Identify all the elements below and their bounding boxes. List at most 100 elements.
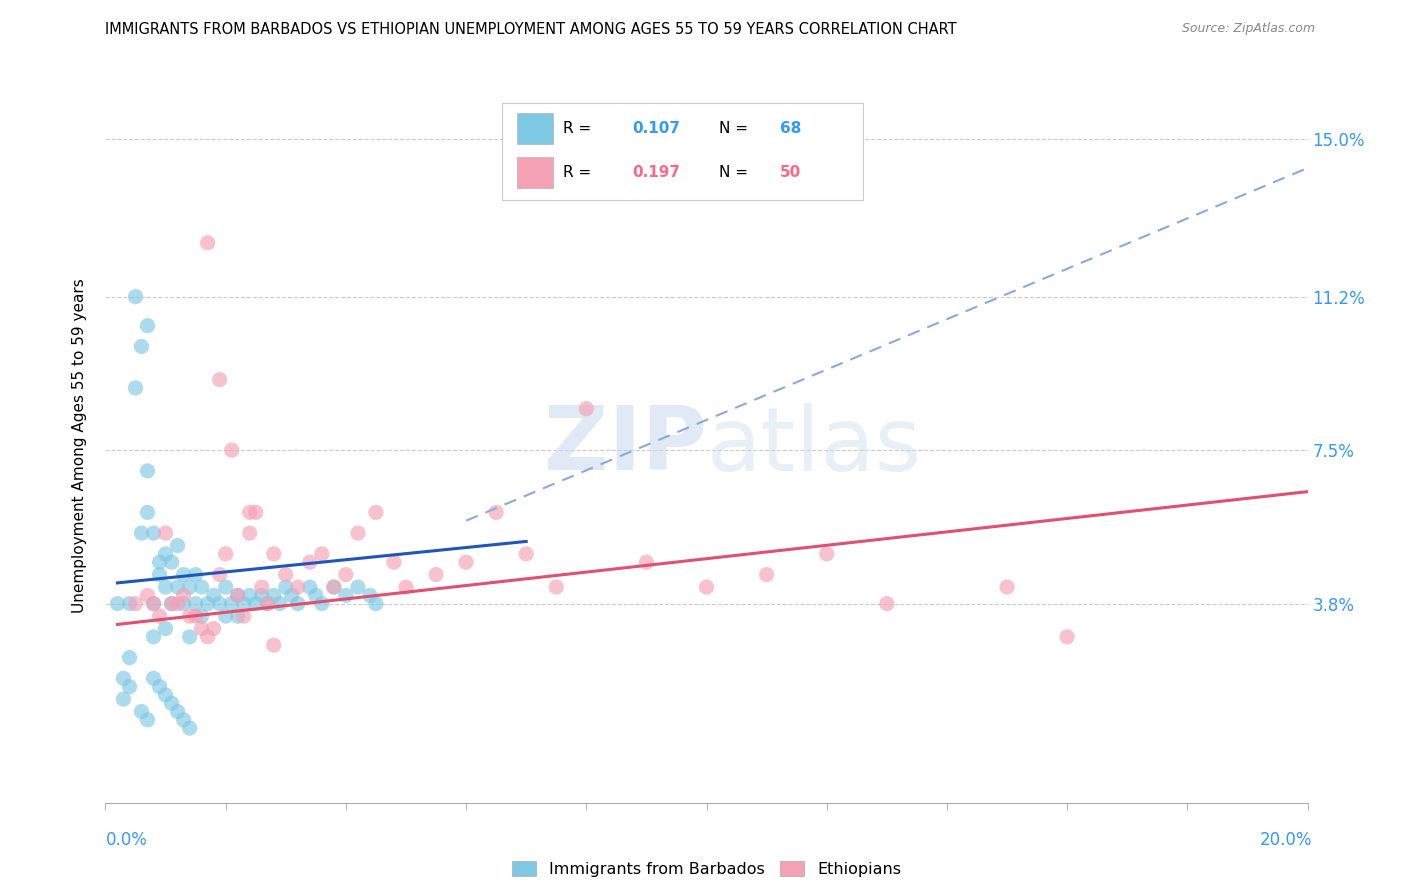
Point (148, 609, 170, 624)
Point (112, 671, 135, 685)
Point (214, 609, 236, 624)
Y-axis label: Unemployment Among Ages 55 to 59 years: Unemployment Among Ages 55 to 59 years (72, 278, 87, 614)
Point (575, 401, 598, 416)
Point (815, 547, 838, 561)
Point (112, 692, 135, 706)
Point (173, 713, 195, 727)
Point (239, 505, 262, 519)
Point (208, 373, 231, 387)
Point (160, 696, 183, 710)
Point (142, 597, 165, 611)
Point (136, 318, 159, 333)
Point (311, 597, 333, 611)
Point (546, 580, 568, 594)
Point (179, 580, 201, 594)
Point (142, 630, 165, 644)
Point (124, 381, 146, 395)
Legend: Immigrants from Barbados, Ethiopians: Immigrants from Barbados, Ethiopians (512, 862, 901, 877)
Point (118, 650, 141, 665)
Point (311, 547, 333, 561)
Point (755, 567, 778, 582)
Point (245, 597, 267, 611)
Point (166, 705, 188, 719)
Point (124, 597, 146, 611)
Point (636, 555, 658, 569)
Point (335, 588, 357, 602)
Point (131, 705, 153, 719)
Text: 20.0%: 20.0% (1260, 831, 1312, 849)
Text: IMMIGRANTS FROM BARBADOS VS ETHIOPIAN UNEMPLOYMENT AMONG AGES 55 TO 59 YEARS COR: IMMIGRANTS FROM BARBADOS VS ETHIOPIAN UN… (105, 22, 957, 37)
Point (221, 443, 243, 458)
Point (322, 580, 344, 594)
Point (197, 597, 219, 611)
Point (239, 526, 262, 541)
Point (179, 630, 201, 644)
Point (190, 580, 212, 594)
Point (173, 597, 195, 611)
Point (179, 609, 201, 624)
Text: 0.0%: 0.0% (105, 831, 148, 849)
Point (197, 235, 219, 250)
Point (190, 622, 212, 636)
Point (148, 680, 170, 694)
Point (245, 505, 267, 519)
Point (155, 547, 177, 561)
Point (287, 597, 309, 611)
Point (263, 638, 285, 652)
Point (256, 597, 278, 611)
Point (118, 680, 141, 694)
Point (148, 555, 170, 569)
Point (395, 580, 418, 594)
Point (214, 547, 236, 561)
Point (208, 567, 231, 582)
Point (136, 505, 159, 519)
Point (142, 526, 165, 541)
Point (347, 526, 370, 541)
Point (263, 547, 285, 561)
Point (335, 567, 357, 582)
Point (173, 588, 195, 602)
Point (281, 588, 304, 602)
Point (208, 597, 231, 611)
Point (269, 597, 291, 611)
Point (124, 290, 146, 304)
Point (485, 505, 508, 519)
Point (107, 597, 129, 611)
Point (298, 555, 321, 569)
Point (202, 622, 225, 636)
Point (160, 555, 183, 569)
Point (173, 567, 195, 582)
Point (184, 597, 207, 611)
Point (221, 597, 243, 611)
Point (322, 580, 344, 594)
Point (118, 597, 141, 611)
Point (250, 588, 273, 602)
Point (696, 580, 718, 594)
Point (136, 588, 159, 602)
Point (250, 580, 273, 594)
Point (274, 567, 297, 582)
Point (160, 597, 183, 611)
Point (364, 597, 387, 611)
Point (160, 597, 183, 611)
Point (155, 580, 177, 594)
Point (298, 580, 321, 594)
Point (347, 580, 370, 594)
Text: atlas: atlas (707, 402, 922, 490)
Point (136, 464, 159, 478)
Point (184, 567, 207, 582)
Point (1056, 630, 1078, 644)
Point (226, 588, 249, 602)
Point (190, 609, 212, 624)
Point (876, 597, 898, 611)
Point (131, 526, 153, 541)
Point (166, 597, 188, 611)
Point (995, 580, 1018, 594)
Point (454, 555, 477, 569)
Point (166, 539, 188, 553)
Point (142, 671, 165, 685)
Point (226, 588, 249, 602)
Point (166, 580, 188, 594)
Point (155, 688, 177, 702)
Point (214, 580, 236, 594)
